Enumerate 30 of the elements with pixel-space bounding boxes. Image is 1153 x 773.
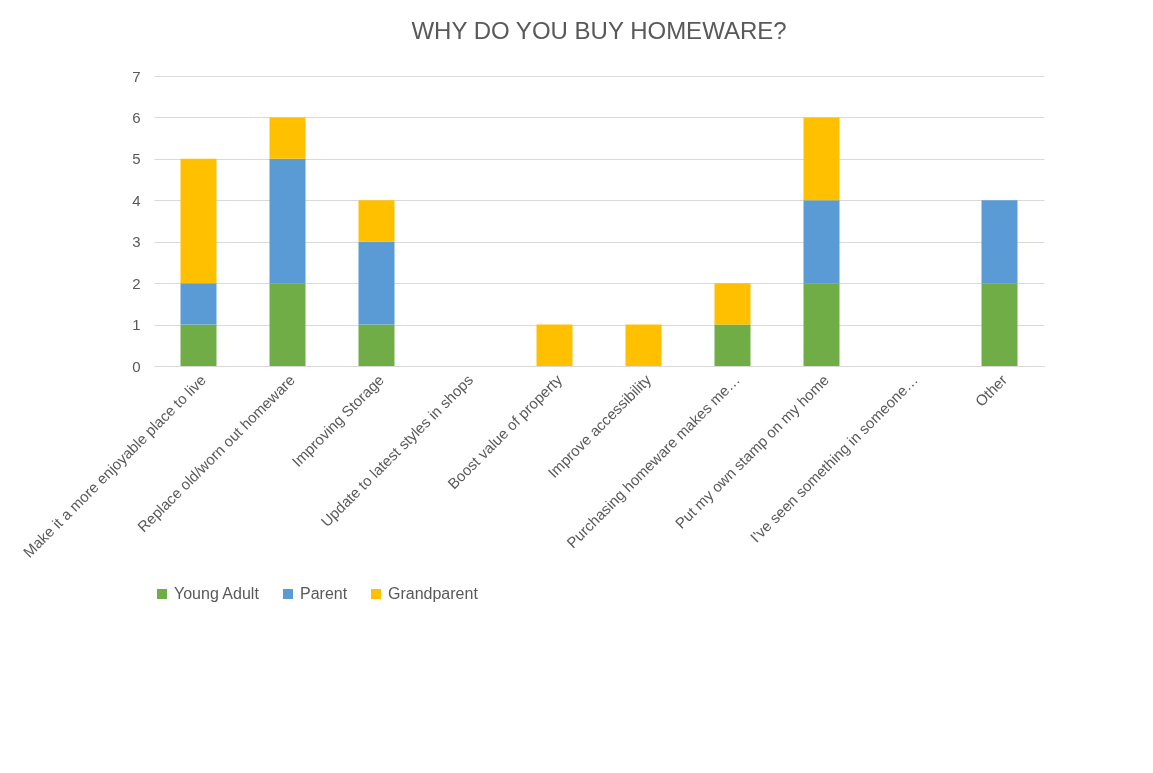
legend-label: Young Adult [174, 585, 260, 602]
bar [714, 324, 751, 366]
legend-label: Grandparent [388, 585, 479, 602]
bar [269, 158, 306, 284]
bar [803, 283, 840, 366]
bar [180, 158, 217, 284]
bar [625, 324, 662, 366]
bar [803, 117, 840, 201]
bar [358, 324, 395, 366]
y-tick-label: 7 [132, 67, 141, 85]
y-tick-label: 4 [132, 191, 141, 209]
y-tick-label: 0 [132, 357, 141, 375]
y-tick-label: 6 [132, 108, 141, 126]
bar [180, 324, 217, 366]
bar [269, 117, 306, 159]
bar [180, 283, 217, 325]
legend-label: Parent [300, 585, 348, 602]
y-tick-label: 5 [132, 150, 141, 168]
bar [269, 283, 306, 366]
bar [536, 324, 573, 366]
bar [358, 241, 395, 325]
y-tick-label: 3 [132, 233, 141, 251]
y-tick-label: 1 [132, 316, 141, 334]
y-tick-label: 2 [132, 274, 141, 292]
bar [981, 283, 1018, 366]
bar [981, 200, 1018, 284]
bar [358, 200, 395, 242]
chart-title: WHY DO YOU BUY HOMEWARE? [411, 17, 787, 44]
bar [803, 200, 840, 284]
bar [714, 283, 751, 325]
